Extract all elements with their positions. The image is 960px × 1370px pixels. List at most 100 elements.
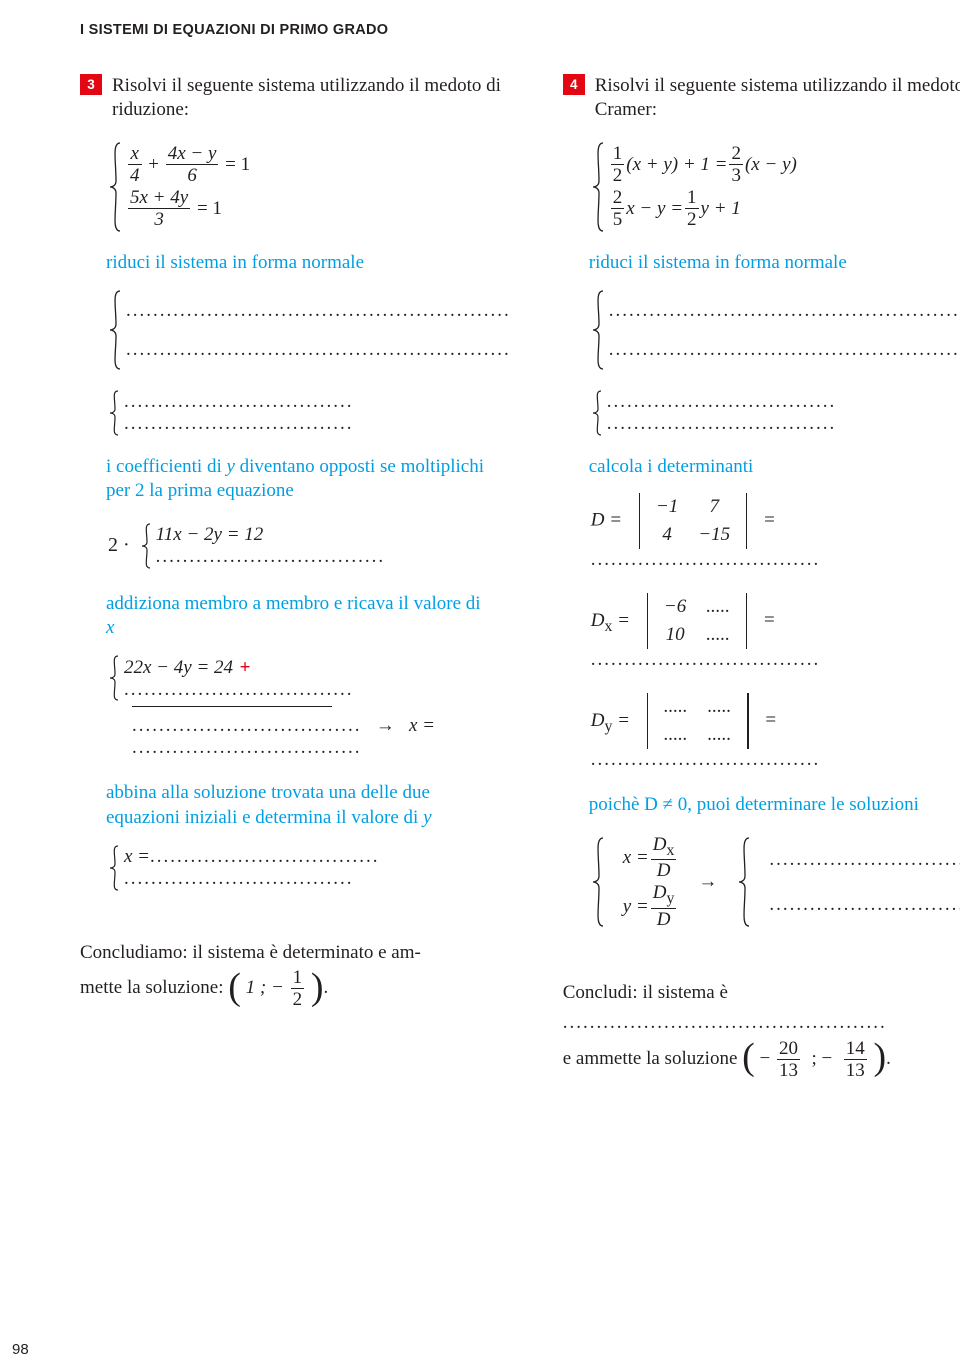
cell: ..... (698, 721, 742, 749)
cell: ..... (698, 693, 742, 721)
text: x − y = (626, 199, 683, 218)
den: D (651, 859, 677, 880)
frac-den: 4 (128, 164, 142, 185)
det-Dx: Dx = −6..... 10..... = .................… (591, 593, 960, 671)
exercise-text: Risolvi il seguente sistema utilizzando … (595, 74, 960, 123)
blank-line: .................................. (124, 392, 354, 411)
cell: 10 (654, 621, 696, 649)
blank-line: .................................. (607, 392, 837, 411)
cell: ..... (696, 621, 740, 649)
blank-line: ................................ (769, 895, 960, 914)
exercise-text: Risolvi il seguente sistema utilizzando … (112, 74, 511, 123)
frac-den: 2 (685, 208, 699, 229)
page-header: I SISTEMI DI EQUAZIONI DI PRIMO GRADO (80, 22, 912, 38)
det-Dy: Dy = .......... .......... = ...........… (591, 693, 960, 771)
equation: 22x − 4y = 24 (124, 658, 233, 677)
brace-icon (140, 522, 152, 570)
cell: 7 (688, 493, 740, 521)
frac-num: 1 (685, 188, 699, 208)
system-2: 12 (x + y) + 1 = 23 (x − y) 25 x − y = 1… (591, 141, 960, 233)
blank-line: ................................ (769, 850, 960, 869)
sum-rule (132, 706, 332, 707)
step-label: calcola i determinanti (589, 455, 960, 479)
frac-den: 3 (729, 164, 743, 185)
step-label: abbina alla soluzione trovata una delle … (106, 781, 486, 830)
sub: x (604, 617, 612, 634)
lhs: y = (623, 897, 649, 916)
exercise-number-badge: 4 (563, 74, 585, 95)
equation: 11x − 2y = 12 (156, 525, 264, 544)
cell: −15 (688, 521, 740, 549)
brace-icon (108, 289, 122, 371)
frac-num: 4x − y (166, 144, 219, 164)
text: e ammette la soluzione (563, 1047, 742, 1068)
result-line: .................................. → x =… (132, 715, 511, 759)
brace-icon (591, 836, 605, 928)
var: y (226, 456, 234, 477)
frac-num: 14 (844, 1039, 867, 1059)
text: abbina alla soluzione trovata una delle … (106, 782, 430, 827)
brace-icon (591, 141, 605, 233)
x-equals: x = (409, 715, 435, 736)
left-column: 3 Risolvi il seguente sistema utilizzand… (80, 74, 511, 1080)
x-equals: x = (124, 847, 150, 866)
brace-icon (108, 844, 120, 892)
cell: −1 (646, 493, 688, 521)
num: D (653, 834, 667, 855)
blank-line: ........................................… (609, 340, 960, 359)
frac-den: 6 (166, 164, 219, 185)
page-number: 98 (12, 1341, 29, 1358)
step-label: i coefficienti di y diventano opposti se… (106, 455, 486, 504)
frac-den: 2 (611, 164, 625, 185)
exercise-intro: 4 Risolvi il seguente sistema utilizzand… (563, 74, 960, 123)
frac-den: 3 (128, 208, 190, 229)
var: x (106, 617, 114, 638)
frac-num: 5x + 4y (128, 188, 190, 208)
blank-line: ........................................… (126, 340, 511, 359)
blank-line: ........................................… (126, 301, 511, 320)
num: D (653, 882, 667, 903)
text: (x + y) + 1 = (626, 155, 727, 174)
text: mette la soluzione: (80, 977, 228, 998)
blank-line: .................................. (124, 414, 354, 433)
cell: ..... (696, 593, 740, 621)
frac-den: 13 (777, 1059, 800, 1080)
cell: ..... (654, 721, 698, 749)
frac-num: 2 (729, 144, 743, 164)
step-label: addiziona membro a membro e ricava il va… (106, 592, 486, 641)
cell: −6 (654, 593, 696, 621)
blank-line: ........................................… (609, 301, 960, 320)
right-column: 4 Risolvi il seguente sistema utilizzand… (563, 74, 960, 1080)
lhs: x = (623, 848, 649, 867)
multiplied-system: 2 · 11x − 2y = 12 ......................… (108, 522, 511, 570)
text: (x − y) (745, 155, 797, 174)
frac-den: 13 (844, 1059, 867, 1080)
blank-line: .................................. (124, 869, 354, 888)
cell: 4 (646, 521, 688, 549)
frac-num: 2 (611, 188, 625, 208)
eq: = 1 (197, 199, 222, 218)
blank-line: .................................. (607, 414, 837, 433)
brace-icon (108, 389, 120, 437)
sub: x (667, 841, 675, 858)
frac-num: 20 (777, 1039, 800, 1059)
multiplier: 2 · (108, 534, 130, 557)
label: D (591, 610, 605, 631)
blank-system-small: .................................. .....… (108, 389, 511, 437)
exercise-number-badge: 3 (80, 74, 102, 95)
step-label: riduci il sistema in forma normale (106, 251, 486, 275)
brace-icon (591, 289, 605, 371)
blank-system: ........................................… (108, 289, 511, 371)
brace-icon (591, 389, 603, 437)
label: D = (591, 510, 627, 531)
pair: 1 ; − (246, 977, 289, 998)
det-D: D = −17 4−15 = .........................… (591, 493, 960, 571)
step-label: riduci il sistema in forma normale (589, 251, 960, 275)
conclusion-left: Concludiamo: il sistema è determinato e … (80, 938, 511, 1009)
final-system: x = .................................. .… (108, 844, 511, 892)
cell: ..... (654, 693, 698, 721)
var: y (423, 807, 431, 828)
exercise-intro: 3 Risolvi il seguente sistema utilizzand… (80, 74, 511, 123)
den: D (651, 908, 677, 929)
label: D (591, 710, 605, 731)
